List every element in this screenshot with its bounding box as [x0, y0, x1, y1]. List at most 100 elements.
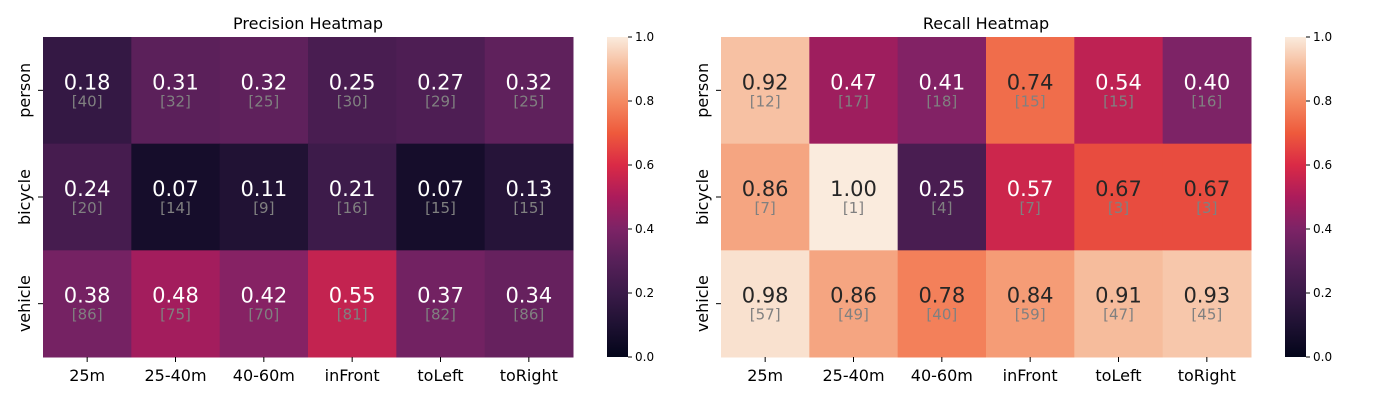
recall-colorbar-tick-label: 0.4 [1313, 222, 1332, 236]
precision-x-tick-label: 25m [69, 366, 105, 385]
precision-x-tick-label: toLeft [417, 366, 463, 385]
recall-count-label: [1] [843, 199, 864, 217]
recall-x-tick-label: toRight [1178, 366, 1236, 385]
recall-count-label: [4] [931, 199, 952, 217]
precision-value-label: 0.38 [64, 284, 111, 308]
recall-count-label: [45] [1191, 306, 1222, 324]
precision-count-label: [20] [72, 199, 103, 217]
recall-value-label: 0.92 [742, 70, 789, 94]
recall-colorbar-tick-label: 0.2 [1313, 286, 1332, 300]
recall-value-label: 0.40 [1183, 70, 1230, 94]
recall-cell-bicycle-25m [721, 143, 810, 251]
recall-cell-vehicle-inFront [986, 250, 1075, 358]
precision-colorbar [607, 37, 628, 357]
precision-count-label: [75] [160, 306, 191, 324]
precision-count-label: [14] [160, 199, 191, 217]
precision-value-label: 0.34 [505, 284, 552, 308]
precision-count-label: [15] [513, 199, 544, 217]
recall-count-label: [49] [838, 306, 869, 324]
precision-value-label: 0.27 [417, 70, 464, 94]
recall-cell-person-40-60m [897, 37, 987, 145]
precision-cell-bicycle-25-40m [131, 143, 221, 251]
precision-count-label: [25] [513, 92, 544, 110]
recall-cell-vehicle-25m [721, 250, 810, 358]
recall-colorbar [1285, 37, 1306, 357]
recall-cell-person-inFront [986, 37, 1075, 145]
recall-count-label: [16] [1191, 92, 1222, 110]
precision-value-label: 0.31 [152, 70, 199, 94]
precision-cell-vehicle-toLeft [396, 250, 486, 358]
recall-y-tick-label: person [693, 63, 712, 118]
recall-count-label: [57] [750, 306, 781, 324]
recall-cell-person-25m [721, 37, 810, 145]
recall-x-tick-label: 25m [747, 366, 783, 385]
precision-cell-bicycle-toRight [484, 143, 574, 251]
precision-colorbar-tick-label: 0.8 [635, 94, 654, 108]
precision-count-label: [25] [248, 92, 279, 110]
precision-value-label: 0.48 [152, 284, 199, 308]
precision-x-tick-label: toRight [500, 366, 558, 385]
recall-cell-bicycle-40-60m [897, 143, 987, 251]
precision-colorbar-tick-label: 0.4 [635, 222, 654, 236]
precision-count-label: [40] [72, 92, 103, 110]
precision-x-tick-label: 25-40m [144, 366, 206, 385]
precision-cell-person-toLeft [396, 37, 486, 145]
recall-cell-vehicle-25-40m [809, 250, 899, 358]
precision-title: Precision Heatmap [233, 14, 383, 33]
precision-count-label: [29] [425, 92, 456, 110]
recall-count-label: [59] [1015, 306, 1046, 324]
recall-value-label: 0.57 [1007, 177, 1054, 201]
precision-cell-person-inFront [308, 37, 397, 145]
precision-value-label: 0.55 [329, 284, 376, 308]
recall-cell-person-toRight [1162, 37, 1252, 145]
recall-cell-vehicle-toLeft [1074, 250, 1164, 358]
precision-x-tick-label: 40-60m [233, 366, 295, 385]
precision-value-label: 0.07 [417, 177, 464, 201]
precision-colorbar-tick-label: 0.0 [635, 350, 654, 364]
recall-value-label: 0.91 [1095, 284, 1142, 308]
recall-value-label: 0.86 [742, 177, 789, 201]
recall-count-label: [18] [926, 92, 957, 110]
precision-count-label: [86] [513, 306, 544, 324]
precision-value-label: 0.32 [240, 70, 287, 94]
recall-count-label: [47] [1103, 306, 1134, 324]
recall-cell-bicycle-inFront [986, 143, 1075, 251]
recall-cell-vehicle-toRight [1162, 250, 1252, 358]
recall-count-label: [3] [1108, 199, 1129, 217]
precision-cell-person-25m [43, 37, 132, 145]
recall-count-label: [7] [755, 199, 776, 217]
recall-value-label: 0.41 [918, 70, 965, 94]
precision-colorbar-tick-label: 1.0 [635, 30, 654, 44]
recall-value-label: 0.54 [1095, 70, 1142, 94]
precision-count-label: [16] [337, 199, 368, 217]
recall-title: Recall Heatmap [923, 14, 1049, 33]
precision-colorbar-tick-label: 0.2 [635, 286, 654, 300]
precision-cell-vehicle-25-40m [131, 250, 221, 358]
precision-count-label: [9] [253, 199, 274, 217]
precision-count-label: [82] [425, 306, 456, 324]
precision-cell-bicycle-toLeft [396, 143, 486, 251]
precision-count-label: [81] [337, 306, 368, 324]
precision-x-tick-label: inFront [325, 366, 380, 385]
recall-value-label: 0.78 [918, 284, 965, 308]
recall-count-label: [40] [926, 306, 957, 324]
precision-value-label: 0.07 [152, 177, 199, 201]
recall-x-tick-label: 25-40m [822, 366, 884, 385]
precision-count-label: [32] [160, 92, 191, 110]
precision-y-tick-label: vehicle [15, 275, 34, 332]
recall-cell-bicycle-toLeft [1074, 143, 1164, 251]
recall-value-label: 0.98 [742, 284, 789, 308]
recall-cell-bicycle-25-40m [809, 143, 899, 251]
precision-y-tick-label: person [15, 63, 34, 118]
precision-value-label: 0.37 [417, 284, 464, 308]
recall-y-tick-label: bicycle [693, 169, 712, 225]
precision-value-label: 0.42 [240, 284, 287, 308]
recall-cell-vehicle-40-60m [897, 250, 987, 358]
precision-cell-vehicle-toRight [484, 250, 574, 358]
precision-count-label: [15] [425, 199, 456, 217]
precision-value-label: 0.24 [64, 177, 111, 201]
precision-cell-bicycle-40-60m [219, 143, 309, 251]
recall-value-label: 0.67 [1095, 177, 1142, 201]
